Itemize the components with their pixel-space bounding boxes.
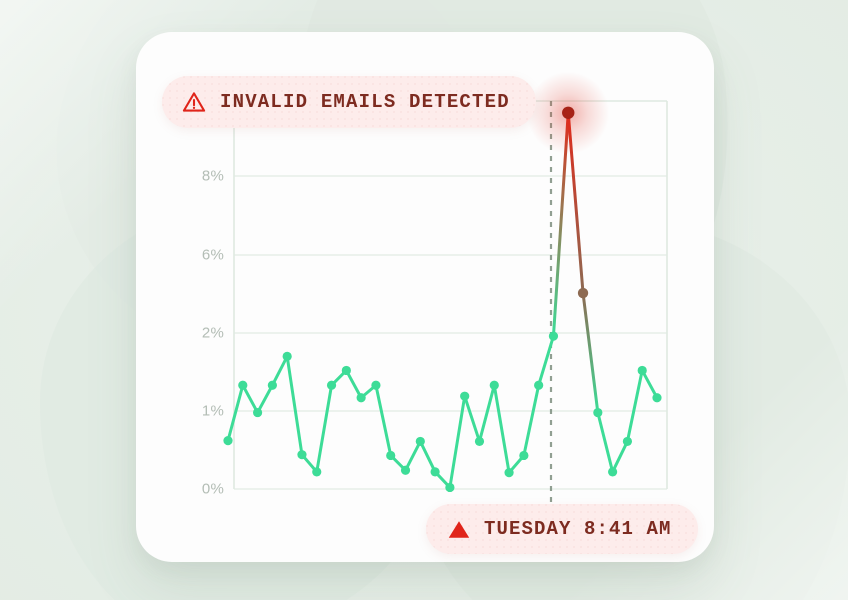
data-line-segment (611, 439, 629, 474)
solid-triangle-icon (448, 520, 470, 539)
data-point[interactable] (519, 450, 529, 461)
time-badge-label: TUESDAY 8:41 AM (484, 518, 672, 540)
data-point[interactable] (386, 450, 396, 461)
data-line-segment (522, 383, 541, 457)
data-line-segment (551, 111, 570, 338)
y-axis-tick-label: 0% (201, 480, 224, 498)
data-point[interactable] (326, 380, 337, 390)
chart-plot-area (223, 100, 668, 524)
data-point[interactable] (593, 407, 603, 418)
data-point[interactable] (341, 365, 351, 376)
data-line-segment (256, 383, 274, 415)
data-point[interactable] (415, 436, 425, 447)
data-point[interactable] (652, 393, 662, 403)
data-line-segment (463, 394, 481, 443)
time-badge[interactable]: TUESDAY 8:41 AM (426, 504, 698, 554)
data-line-segment (285, 354, 304, 457)
y-axis-tick-label: 8% (201, 167, 224, 185)
data-line-segment (477, 383, 496, 443)
data-point[interactable] (430, 467, 440, 477)
data-line-segment (625, 368, 644, 443)
data-point[interactable] (356, 393, 366, 403)
data-line-segment (537, 334, 555, 387)
data-point[interactable] (577, 287, 589, 299)
data-line-segment (566, 111, 585, 295)
data-line-segment (241, 383, 260, 415)
data-point[interactable] (267, 380, 277, 390)
data-line (226, 111, 659, 489)
alert-badge-label: INVALID EMAILS DETECTED (220, 91, 510, 113)
data-line-segment (270, 354, 289, 387)
y-axis-tick-label: 2% (201, 324, 224, 342)
alert-badge[interactable]: INVALID EMAILS DETECTED (162, 76, 536, 128)
data-point[interactable] (371, 380, 381, 390)
warning-triangle-icon (182, 91, 206, 113)
data-line-segment (596, 411, 615, 474)
data-point[interactable] (252, 407, 263, 418)
data-point[interactable] (312, 467, 322, 477)
data-line-segment (344, 368, 363, 400)
data-point[interactable] (474, 436, 485, 447)
data-line-segment (374, 383, 393, 457)
data-point[interactable] (400, 465, 411, 475)
data-point[interactable] (548, 331, 559, 341)
data-point[interactable] (637, 365, 647, 376)
data-point[interactable] (238, 380, 248, 390)
data-point[interactable] (460, 391, 470, 401)
data-line-segment (226, 383, 245, 443)
data-point[interactable] (622, 436, 633, 447)
data-point[interactable] (534, 380, 544, 390)
data-line-segment (581, 291, 600, 415)
data-line-segment (640, 368, 659, 400)
line-chart: 8% 6% 2% 1% 0% INVALID EMAILS DETECTED (136, 32, 714, 562)
data-point[interactable] (445, 482, 455, 493)
chart-card: 8% 6% 2% 1% 0% INVALID EMAILS DETECTED (136, 32, 714, 562)
y-axis-tick-label: 6% (201, 246, 224, 264)
data-line-segment (404, 439, 422, 472)
data-point[interactable] (504, 468, 514, 478)
data-point[interactable] (282, 351, 292, 361)
data-point[interactable] (608, 467, 618, 477)
data-line-segment (418, 439, 437, 474)
data-line-segment (315, 383, 334, 474)
data-line-segment (448, 394, 467, 489)
y-axis-tick-label: 1% (201, 402, 224, 420)
data-point[interactable] (223, 436, 233, 446)
data-line-segment (492, 383, 511, 475)
data-points (223, 106, 662, 493)
data-point[interactable] (562, 106, 575, 120)
data-point[interactable] (489, 380, 499, 390)
data-point[interactable] (297, 450, 307, 460)
